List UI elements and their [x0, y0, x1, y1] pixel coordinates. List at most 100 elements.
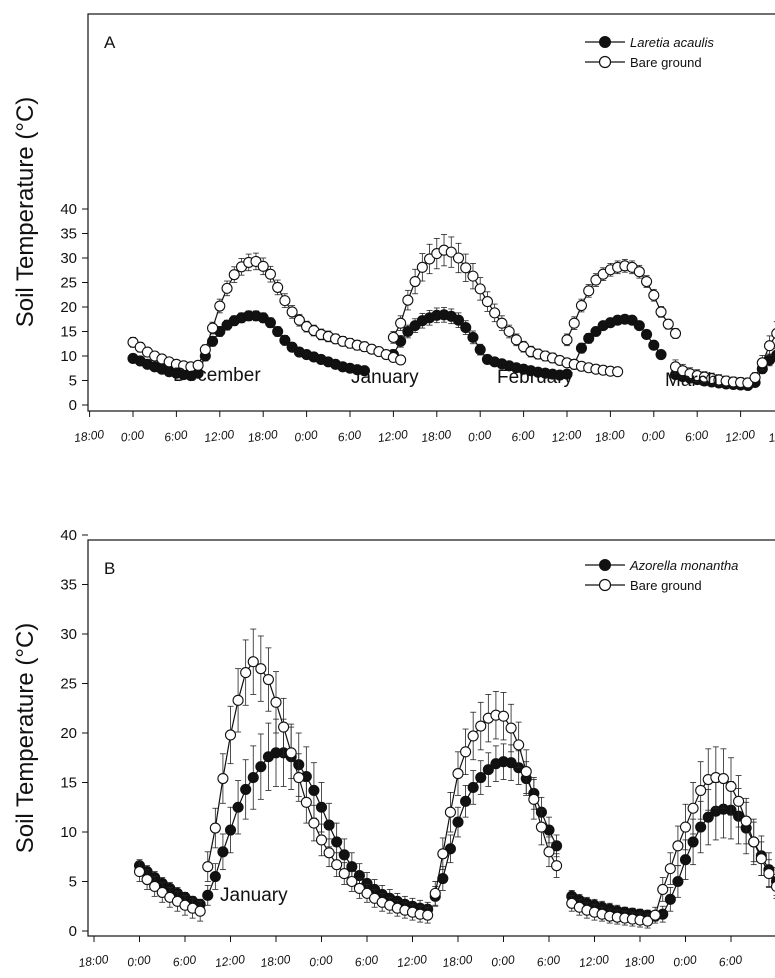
x-ticks: 18:00 0:00 6:00 12:00 18:00 0:00 6:00 12:00 18:0… [73, 411, 775, 445]
series-group [127, 234, 775, 391]
data-point [402, 294, 414, 306]
data-point [679, 821, 692, 833]
x-tick-label: 0:00 [308, 952, 333, 969]
x-tick-label: 18:00 [624, 952, 656, 970]
data-point [293, 771, 305, 784]
panel-a: A Soil Temperature (°C) 0 5 10 15 20 25 30 35 40… [12, 13, 775, 445]
x-tick-label: 12:00 [203, 427, 235, 445]
legend-label: Azorella monantha [629, 558, 738, 573]
data-point [460, 262, 472, 274]
data-point [409, 275, 421, 288]
data-point [687, 836, 699, 848]
x-tick-label: 12:00 [578, 952, 610, 970]
data-point [361, 887, 373, 899]
y-ticks: 0 5 10 15 20 25 30 35 40 [60, 201, 88, 414]
y-axis-label: Soil Temperature (°C) [12, 623, 39, 854]
y-tick-label: 5 [69, 874, 77, 891]
annotation-march: March [665, 370, 718, 391]
data-point [641, 275, 653, 288]
data-point [279, 295, 291, 307]
data-point [763, 868, 775, 880]
data-point [338, 868, 350, 880]
legend-marker-filled [599, 36, 611, 48]
data-point [583, 332, 595, 344]
x-tick-label: 18:00 [73, 427, 105, 445]
data-point [395, 317, 407, 329]
data-point [199, 344, 211, 356]
plot-frame [87, 13, 775, 412]
x-tick-label: 18:00 [247, 427, 279, 445]
data-point [460, 322, 472, 334]
data-point [293, 314, 305, 326]
data-point [232, 801, 244, 813]
data-point [672, 840, 684, 852]
y-tick-label: 40 [60, 527, 77, 544]
y-tick-label: 30 [60, 626, 77, 643]
data-point [505, 722, 517, 734]
data-point [649, 909, 661, 921]
data-point [286, 306, 298, 318]
data-point [240, 667, 252, 679]
data-point [641, 328, 653, 340]
data-point [338, 849, 350, 861]
data-point [149, 880, 161, 893]
data-point [209, 822, 221, 834]
data-point [452, 768, 464, 780]
data-point [513, 739, 525, 751]
data-point [467, 730, 479, 742]
data-point [444, 843, 456, 855]
x-tick-label: 6:00 [511, 427, 536, 444]
data-point [771, 328, 775, 339]
x-tick-label: 12:00 [214, 952, 246, 970]
data-point [664, 893, 676, 905]
data-point [240, 783, 252, 795]
data-point [217, 846, 229, 858]
y-tick-label: 10 [60, 824, 77, 841]
data-point [279, 334, 291, 346]
legend-label: Bare ground [630, 578, 702, 593]
data-point [232, 694, 244, 706]
data-point [452, 816, 464, 828]
y-tick-label: 35 [60, 577, 77, 594]
legend-label: Laretia acaulis [630, 35, 714, 50]
data-point [749, 372, 761, 384]
x-tick-label: 18:00 [78, 952, 110, 970]
data-point [695, 784, 707, 796]
data-point [194, 905, 206, 917]
data-point [156, 886, 168, 898]
data-point [561, 334, 573, 346]
legend: Laretia acaulis Bare ground [585, 35, 714, 70]
data-point [475, 720, 487, 732]
data-point [503, 325, 515, 338]
data-point [445, 246, 457, 258]
data-point [460, 795, 472, 807]
data-point [217, 772, 229, 785]
data-point [209, 870, 221, 883]
data-point [528, 793, 540, 805]
x-tick-label: 6:00 [354, 952, 379, 969]
x-tick-label: 0:00 [641, 427, 666, 444]
data-point [285, 747, 297, 759]
annotation-january: January [351, 367, 419, 388]
y-tick-label: 20 [60, 299, 77, 316]
data-point [612, 366, 624, 378]
y-tick-label: 40 [60, 201, 77, 218]
data-point [257, 260, 269, 272]
y-tick-label: 25 [60, 275, 77, 292]
x-tick-label: 12:00 [551, 427, 583, 445]
y-tick-label: 5 [69, 373, 77, 390]
data-point [331, 859, 343, 871]
data-point [358, 365, 371, 377]
data-point [590, 325, 602, 338]
y-tick-label: 25 [60, 676, 77, 693]
data-point [633, 266, 645, 278]
data-point [272, 325, 284, 338]
x-tick-label: 0:00 [467, 427, 492, 444]
data-point [323, 847, 335, 859]
data-point [270, 696, 282, 708]
x-tick-label: 12:00 [377, 427, 409, 445]
data-point [725, 780, 737, 793]
y-tick-label: 35 [60, 226, 77, 243]
data-point [402, 325, 414, 338]
data-point [467, 331, 479, 343]
